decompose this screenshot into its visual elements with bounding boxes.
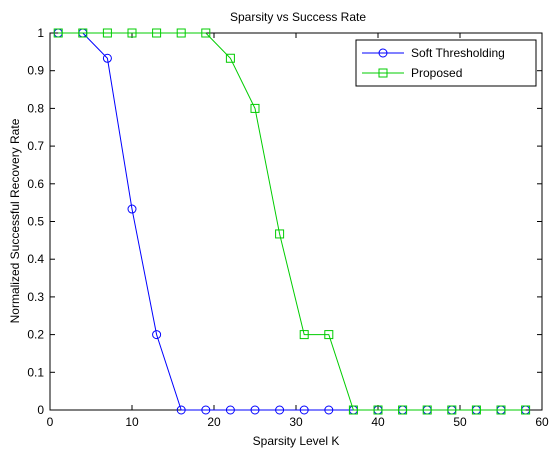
series-proposed	[53, 28, 531, 415]
y-tick-label: 0.2	[27, 328, 44, 342]
data-point	[422, 405, 432, 415]
data-point	[201, 405, 211, 415]
data-point	[324, 405, 334, 415]
data-point	[176, 405, 186, 415]
data-point	[521, 405, 531, 415]
x-tick-label: 0	[47, 415, 54, 429]
data-point	[299, 330, 309, 340]
data-point	[250, 405, 260, 415]
data-point	[127, 28, 137, 38]
data-point	[225, 53, 235, 63]
data-point	[152, 330, 162, 340]
series-layer	[53, 28, 531, 415]
data-point	[250, 103, 260, 113]
plot-area	[49, 32, 543, 411]
y-axis-label: Normalized Successful Recovery Rate	[8, 118, 22, 323]
y-tick-label: 0.6	[27, 177, 44, 191]
legend-box	[355, 39, 537, 87]
x-tick-label: 30	[289, 415, 303, 429]
x-tick-label: 40	[371, 415, 385, 429]
data-point	[201, 28, 211, 38]
legend-marker	[378, 68, 388, 78]
y-tick-label: 1	[37, 26, 44, 40]
y-tick-label: 0.7	[27, 139, 44, 153]
data-point	[348, 405, 358, 415]
data-point	[471, 405, 481, 415]
data-point	[447, 405, 457, 415]
legend: Soft Thresholding Proposed	[355, 39, 537, 87]
chart-title: Sparsity vs Success Rate	[230, 10, 366, 24]
x-axis-label: Sparsity Level K	[253, 434, 340, 448]
data-point	[496, 405, 506, 415]
y-tick-label: 0.8	[27, 101, 44, 115]
x-tick-label: 60	[535, 415, 549, 429]
data-point	[78, 28, 88, 38]
legend-label: Proposed	[411, 66, 462, 80]
x-tick-label: 10	[125, 415, 139, 429]
data-point	[176, 28, 186, 38]
y-tick-label: 0	[37, 403, 44, 417]
data-point	[373, 405, 383, 415]
y-tick-label: 0.1	[27, 365, 44, 379]
data-point	[398, 405, 408, 415]
data-point	[324, 330, 334, 340]
x-tick-label: 20	[207, 415, 221, 429]
axis-ticks: 0 10 20 30 40 50 60 0 0.1 0.2 0.3 0.4 0.5 0.6 0.7 0.8 0.…	[27, 26, 549, 429]
data-point	[102, 28, 112, 38]
data-point	[102, 53, 112, 63]
y-tick-label: 0.3	[27, 290, 44, 304]
y-tick-label: 0.5	[27, 215, 44, 229]
legend-item: Soft Thresholding	[362, 46, 505, 60]
legend-label: Soft Thresholding	[411, 46, 505, 60]
data-point	[225, 405, 235, 415]
data-point	[275, 229, 285, 239]
legend-item: Proposed	[362, 66, 462, 80]
data-point	[53, 28, 63, 38]
y-tick-label: 0.9	[27, 64, 44, 78]
x-tick-label: 50	[453, 415, 467, 429]
data-point	[127, 204, 137, 214]
y-tick-label: 0.4	[27, 252, 44, 266]
legend-marker	[378, 48, 388, 58]
data-point	[275, 405, 285, 415]
data-point	[299, 405, 309, 415]
data-point	[152, 28, 162, 38]
